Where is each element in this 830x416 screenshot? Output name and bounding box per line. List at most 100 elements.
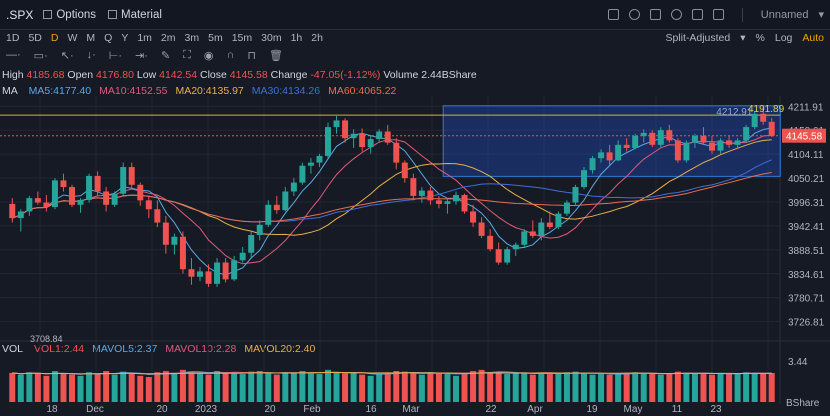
volume-bar (546, 374, 553, 402)
arrow-down-tool-icon[interactable]: ↓· (86, 49, 96, 61)
split-adjusted-toggle[interactable]: Split-Adjusted (665, 32, 731, 44)
volume-bar (418, 374, 425, 402)
auto-scale-toggle[interactable]: Auto (802, 32, 824, 44)
timeframe-1d[interactable]: 1D (6, 32, 20, 44)
volume-bar (290, 372, 297, 402)
open-value: 4176.80 (96, 69, 134, 81)
drawing-toolbar: —· ▭· ↖· ↓· ⊢· ⇥· ✎ ⛶ ◉ ∩ ⊓ 🗑 (0, 46, 830, 64)
timeframe-q[interactable]: Q (104, 32, 113, 44)
timeframe-3m[interactable]: 3m (184, 32, 200, 44)
candle (316, 155, 323, 163)
divider (741, 7, 743, 22)
volume-bar (563, 372, 570, 402)
magnet-icon[interactable]: ⛶ (183, 48, 191, 61)
layout-name[interactable]: Unnamed (760, 8, 809, 21)
chevron-down-icon[interactable]: ▾ (818, 9, 824, 21)
timeframe-5m[interactable]: 5m (208, 32, 223, 44)
date-axis-label: 16 (365, 404, 377, 415)
volume-legend[interactable]: VOL VOL1:2.44 MAVOL5:2.37 MAVOL10:2.28 MAVO… (0, 343, 830, 357)
volume-bar (487, 372, 494, 402)
link-icon[interactable]: ∩ (226, 49, 235, 61)
volume-bar (9, 372, 16, 402)
fullscreen-icon[interactable] (712, 9, 724, 20)
options-button[interactable]: Options (43, 9, 96, 21)
candle (504, 249, 511, 263)
candle (384, 131, 391, 143)
volume-bar (674, 371, 681, 402)
candle (162, 222, 169, 245)
undo-icon[interactable] (649, 9, 661, 20)
horizontal-ray-tool-icon[interactable]: ⊢· (108, 49, 123, 62)
volume-bar (43, 375, 50, 402)
close-label: Close (200, 69, 227, 81)
ma-value-2: MA20:4135.97 (175, 85, 244, 97)
measure-tool-icon[interactable]: ⇥· (135, 49, 148, 62)
timeframe-1h[interactable]: 1h (290, 32, 303, 44)
price-axis-label: 4050.21 (788, 174, 825, 185)
line-tool-icon[interactable]: —· (6, 49, 21, 61)
ma60-line (12, 172, 772, 223)
volume-bar (495, 372, 502, 402)
candle (461, 195, 468, 212)
candle (367, 139, 374, 148)
volume-bar (359, 374, 366, 402)
timeframe-2m[interactable]: 2m (160, 32, 176, 44)
date-axis-label: 20 (156, 404, 168, 415)
timeframe-w[interactable]: W (67, 32, 78, 44)
candle (290, 182, 297, 192)
volume-bar (598, 374, 605, 402)
candle (418, 190, 425, 196)
volume-bar (760, 373, 767, 402)
timeframe-1m[interactable]: 1m (137, 32, 152, 44)
date-axis-label: Mar (402, 404, 420, 415)
ma-legend[interactable]: MA MA5:4177.40 MA10:4152.55 MA20:4135.97 MA… (0, 85, 830, 99)
volume-bar (401, 371, 408, 402)
indicator-icon[interactable] (607, 9, 619, 20)
vol-label: VOL (2, 343, 24, 355)
candle (623, 144, 630, 148)
timeframe-15m[interactable]: 15m (231, 32, 253, 44)
candle (700, 135, 707, 143)
candle (427, 190, 434, 201)
candle (495, 249, 502, 263)
trash-icon[interactable]: 🗑 (268, 49, 283, 62)
candle (453, 195, 459, 202)
symbol-name[interactable]: .SPX (6, 7, 34, 22)
chevron-down-icon[interactable]: ▾ (740, 32, 746, 44)
candle (589, 158, 596, 171)
timeframe-y[interactable]: Y (121, 32, 129, 44)
timeframe-5d[interactable]: 5D (28, 32, 42, 44)
draw-icon[interactable] (628, 9, 640, 20)
volume-bar (162, 371, 169, 402)
timeframe-m[interactable]: M (86, 32, 96, 44)
candle (512, 244, 519, 250)
percent-toggle[interactable]: % (755, 32, 765, 44)
volume-bar (282, 372, 289, 402)
layout-grid-icon[interactable] (691, 9, 703, 20)
eye-icon[interactable]: ◉ (203, 49, 214, 62)
candle (248, 234, 255, 253)
low-value: 4142.54 (159, 69, 198, 81)
date-axis-label: 20 (264, 404, 276, 415)
pencil-icon[interactable]: ✎ (160, 49, 171, 62)
rectangle-tool-icon[interactable]: ▭· (33, 49, 48, 62)
timeframe-2h[interactable]: 2h (311, 32, 323, 44)
candle (640, 132, 647, 136)
timeframe-d[interactable]: D (50, 32, 59, 44)
cursor-tool-icon[interactable]: ↖· (60, 49, 74, 62)
lock-icon[interactable]: ⊓ (247, 49, 256, 62)
candle (9, 203, 16, 219)
timeframe-30m[interactable]: 30m (261, 32, 282, 44)
log-toggle[interactable]: Log (774, 32, 793, 44)
candle (197, 271, 203, 277)
ma-value-0: MA5:4177.40 (28, 85, 92, 97)
candle (265, 204, 272, 225)
candle (103, 191, 110, 205)
settings-gear-icon[interactable] (670, 9, 682, 20)
candle (444, 201, 451, 204)
volume-bar (581, 373, 587, 402)
candle (120, 167, 127, 194)
volume-bar (34, 373, 41, 402)
material-button[interactable]: Material (108, 9, 162, 21)
